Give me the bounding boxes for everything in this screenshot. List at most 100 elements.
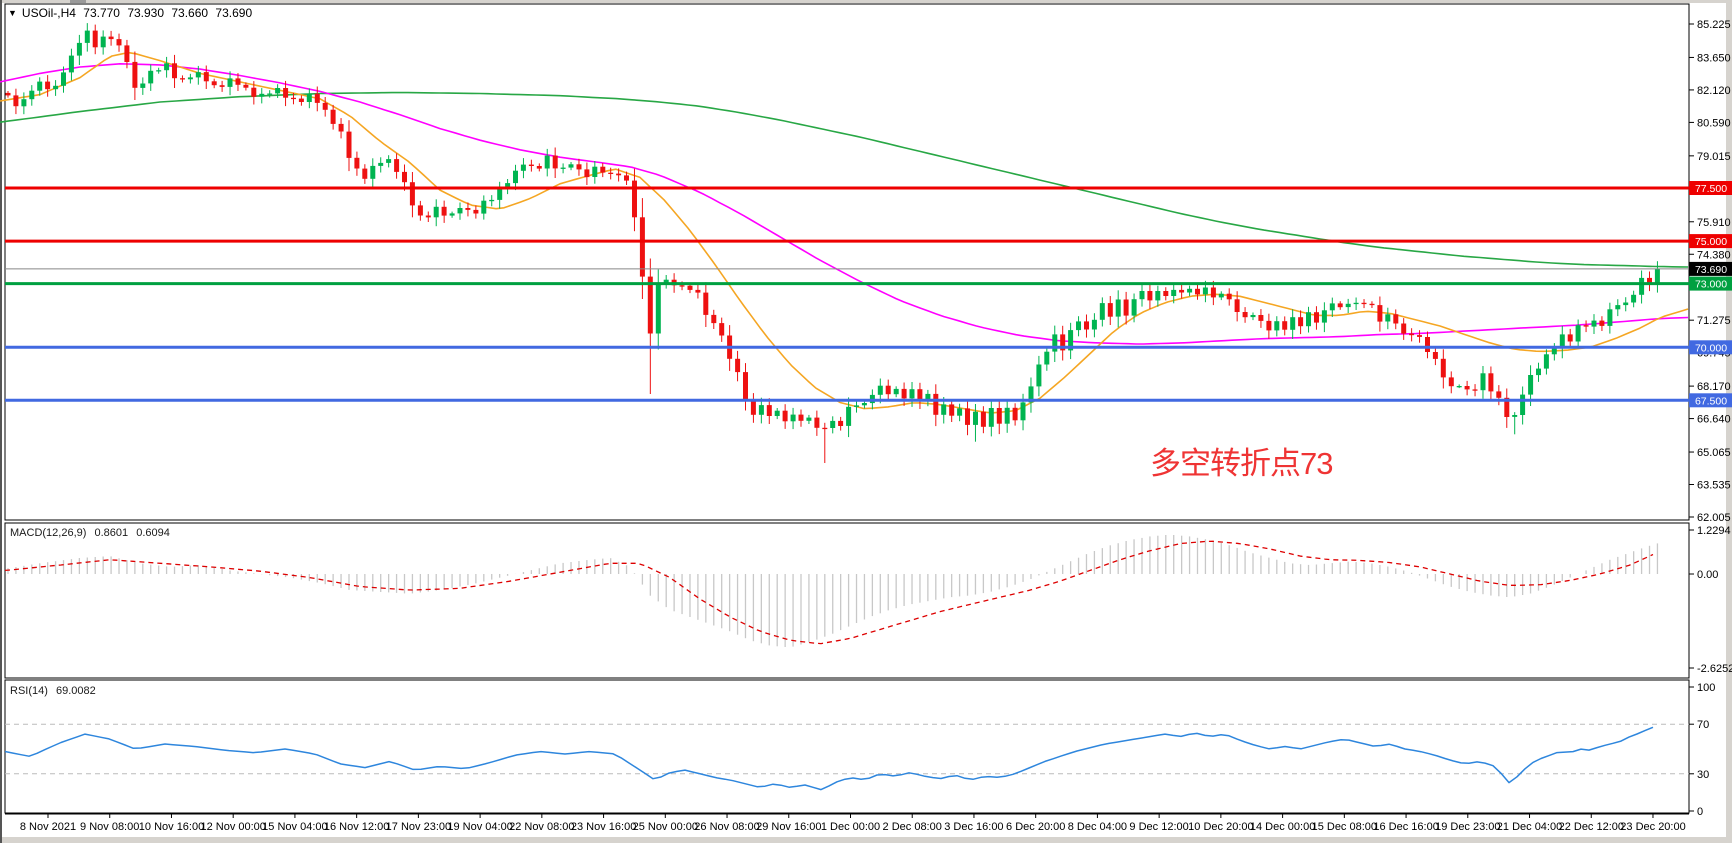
candle-body <box>314 93 320 103</box>
candle-body <box>21 99 27 107</box>
candle-body <box>941 404 947 415</box>
candle-body <box>148 70 154 84</box>
rsi-tick-label: 100 <box>1697 682 1715 694</box>
time-tick-label: 19 Nov 04:00 <box>447 821 512 833</box>
candle-body <box>322 102 328 110</box>
candle-body <box>655 283 661 334</box>
candle-body <box>830 420 836 428</box>
candle-body <box>251 87 257 97</box>
time-tick-label: 9 Nov 08:00 <box>80 821 139 833</box>
candle-body <box>854 405 859 407</box>
candle-body <box>362 168 368 179</box>
candle-body <box>1179 289 1185 293</box>
candle-body <box>520 164 526 171</box>
price-tick-label: 75.910 <box>1697 217 1731 229</box>
time-tick-label: 23 Nov 16:00 <box>571 821 636 833</box>
candle-body <box>1298 317 1304 327</box>
candle-body <box>1377 305 1383 322</box>
candle-body <box>195 72 201 78</box>
candle-body <box>949 404 955 416</box>
candle-body <box>1417 335 1422 337</box>
candle-body <box>917 389 923 402</box>
window-splitter-handle[interactable] <box>70 0 86 3</box>
ma-slow-green-line <box>0 91 1689 268</box>
time-tick-label: 6 Dec 20:00 <box>1006 821 1065 833</box>
candle-body <box>632 180 637 218</box>
candle-body <box>386 159 392 163</box>
candle-body <box>1528 375 1534 395</box>
level-label-text: 75.000 <box>1695 236 1727 248</box>
candle-body <box>1559 334 1565 349</box>
candle-body <box>298 98 304 102</box>
candle-body <box>885 385 891 395</box>
candle-body <box>187 77 193 80</box>
level-label-box-67.500 <box>1689 393 1732 408</box>
candle-body <box>425 215 431 218</box>
candle-body <box>679 285 685 287</box>
candle-body <box>1155 291 1161 301</box>
candle-body <box>1512 415 1518 417</box>
time-tick-label: 29 Nov 16:00 <box>756 821 821 833</box>
ma-fast-orange-line <box>0 51 1689 414</box>
candle-body <box>402 171 407 183</box>
candle-body <box>1480 373 1486 391</box>
candle-body <box>61 72 66 86</box>
candle-body <box>1639 277 1645 295</box>
candle-body <box>846 406 852 426</box>
candle-body <box>449 213 455 216</box>
candle-body <box>861 403 867 406</box>
time-tick-label: 12 Nov 00:00 <box>200 821 265 833</box>
time-tick-label: 17 Nov 23:00 <box>386 821 451 833</box>
time-tick-label: 9 Dec 12:00 <box>1129 821 1188 833</box>
candle-body <box>1496 391 1502 398</box>
rsi-tick-label: 30 <box>1697 769 1709 781</box>
candle-body <box>1456 386 1462 388</box>
macd-signal-line <box>4 540 1654 645</box>
candle-body <box>639 217 645 277</box>
ohlc-high: 73.930 <box>127 6 165 20</box>
candle-body <box>306 93 312 102</box>
symbol-dropdown-icon[interactable]: ▼ <box>8 8 17 18</box>
price-tick-label: 85.225 <box>1697 19 1731 31</box>
candle-body <box>1440 358 1446 378</box>
price-tick-label: 79.015 <box>1697 151 1731 163</box>
rsi-tick-label: 70 <box>1697 719 1709 731</box>
candle-body <box>1409 333 1415 336</box>
candle-body <box>790 414 796 422</box>
time-tick-label: 21 Dec 04:00 <box>1497 821 1562 833</box>
candle-body <box>1472 389 1478 391</box>
candle-body <box>560 167 566 169</box>
macd-indicator-label: MACD(12,26,9) 0.8601 0.6094 <box>10 527 175 539</box>
candle-body <box>76 42 82 56</box>
candle-body <box>1036 364 1042 387</box>
candle-body <box>338 123 344 132</box>
chart-title-bar[interactable]: ▼ USOil-,H4 73.770 73.930 73.660 73.690 <box>8 6 256 20</box>
right-scroll-strip[interactable] <box>1726 0 1732 843</box>
candle-body <box>1147 291 1153 301</box>
candle-body <box>988 408 994 427</box>
price-levels <box>5 186 1689 402</box>
candle-body <box>5 92 11 96</box>
candle-body <box>544 155 550 169</box>
time-tick-label: 22 Nov 08:00 <box>509 821 574 833</box>
candle-body <box>925 393 931 402</box>
candle-body <box>1012 407 1018 421</box>
candle-body <box>552 155 558 169</box>
candle-body <box>933 393 939 415</box>
candle-body <box>838 420 844 426</box>
level-label-box-70.000 <box>1689 340 1732 355</box>
chart-annotation-text[interactable]: 多空转折点73 <box>1150 446 1333 481</box>
candle-body <box>505 183 511 190</box>
candle-body <box>624 175 629 181</box>
candle-body <box>1607 309 1613 326</box>
candle-body <box>1345 303 1351 308</box>
candle-body <box>116 39 122 46</box>
candle-body <box>108 36 114 40</box>
candle-body <box>291 97 296 100</box>
candle-body <box>973 411 978 425</box>
candle-body <box>719 323 725 336</box>
candle-body <box>203 72 209 82</box>
candle-body <box>68 55 74 73</box>
rsi-panel <box>4 679 1690 814</box>
